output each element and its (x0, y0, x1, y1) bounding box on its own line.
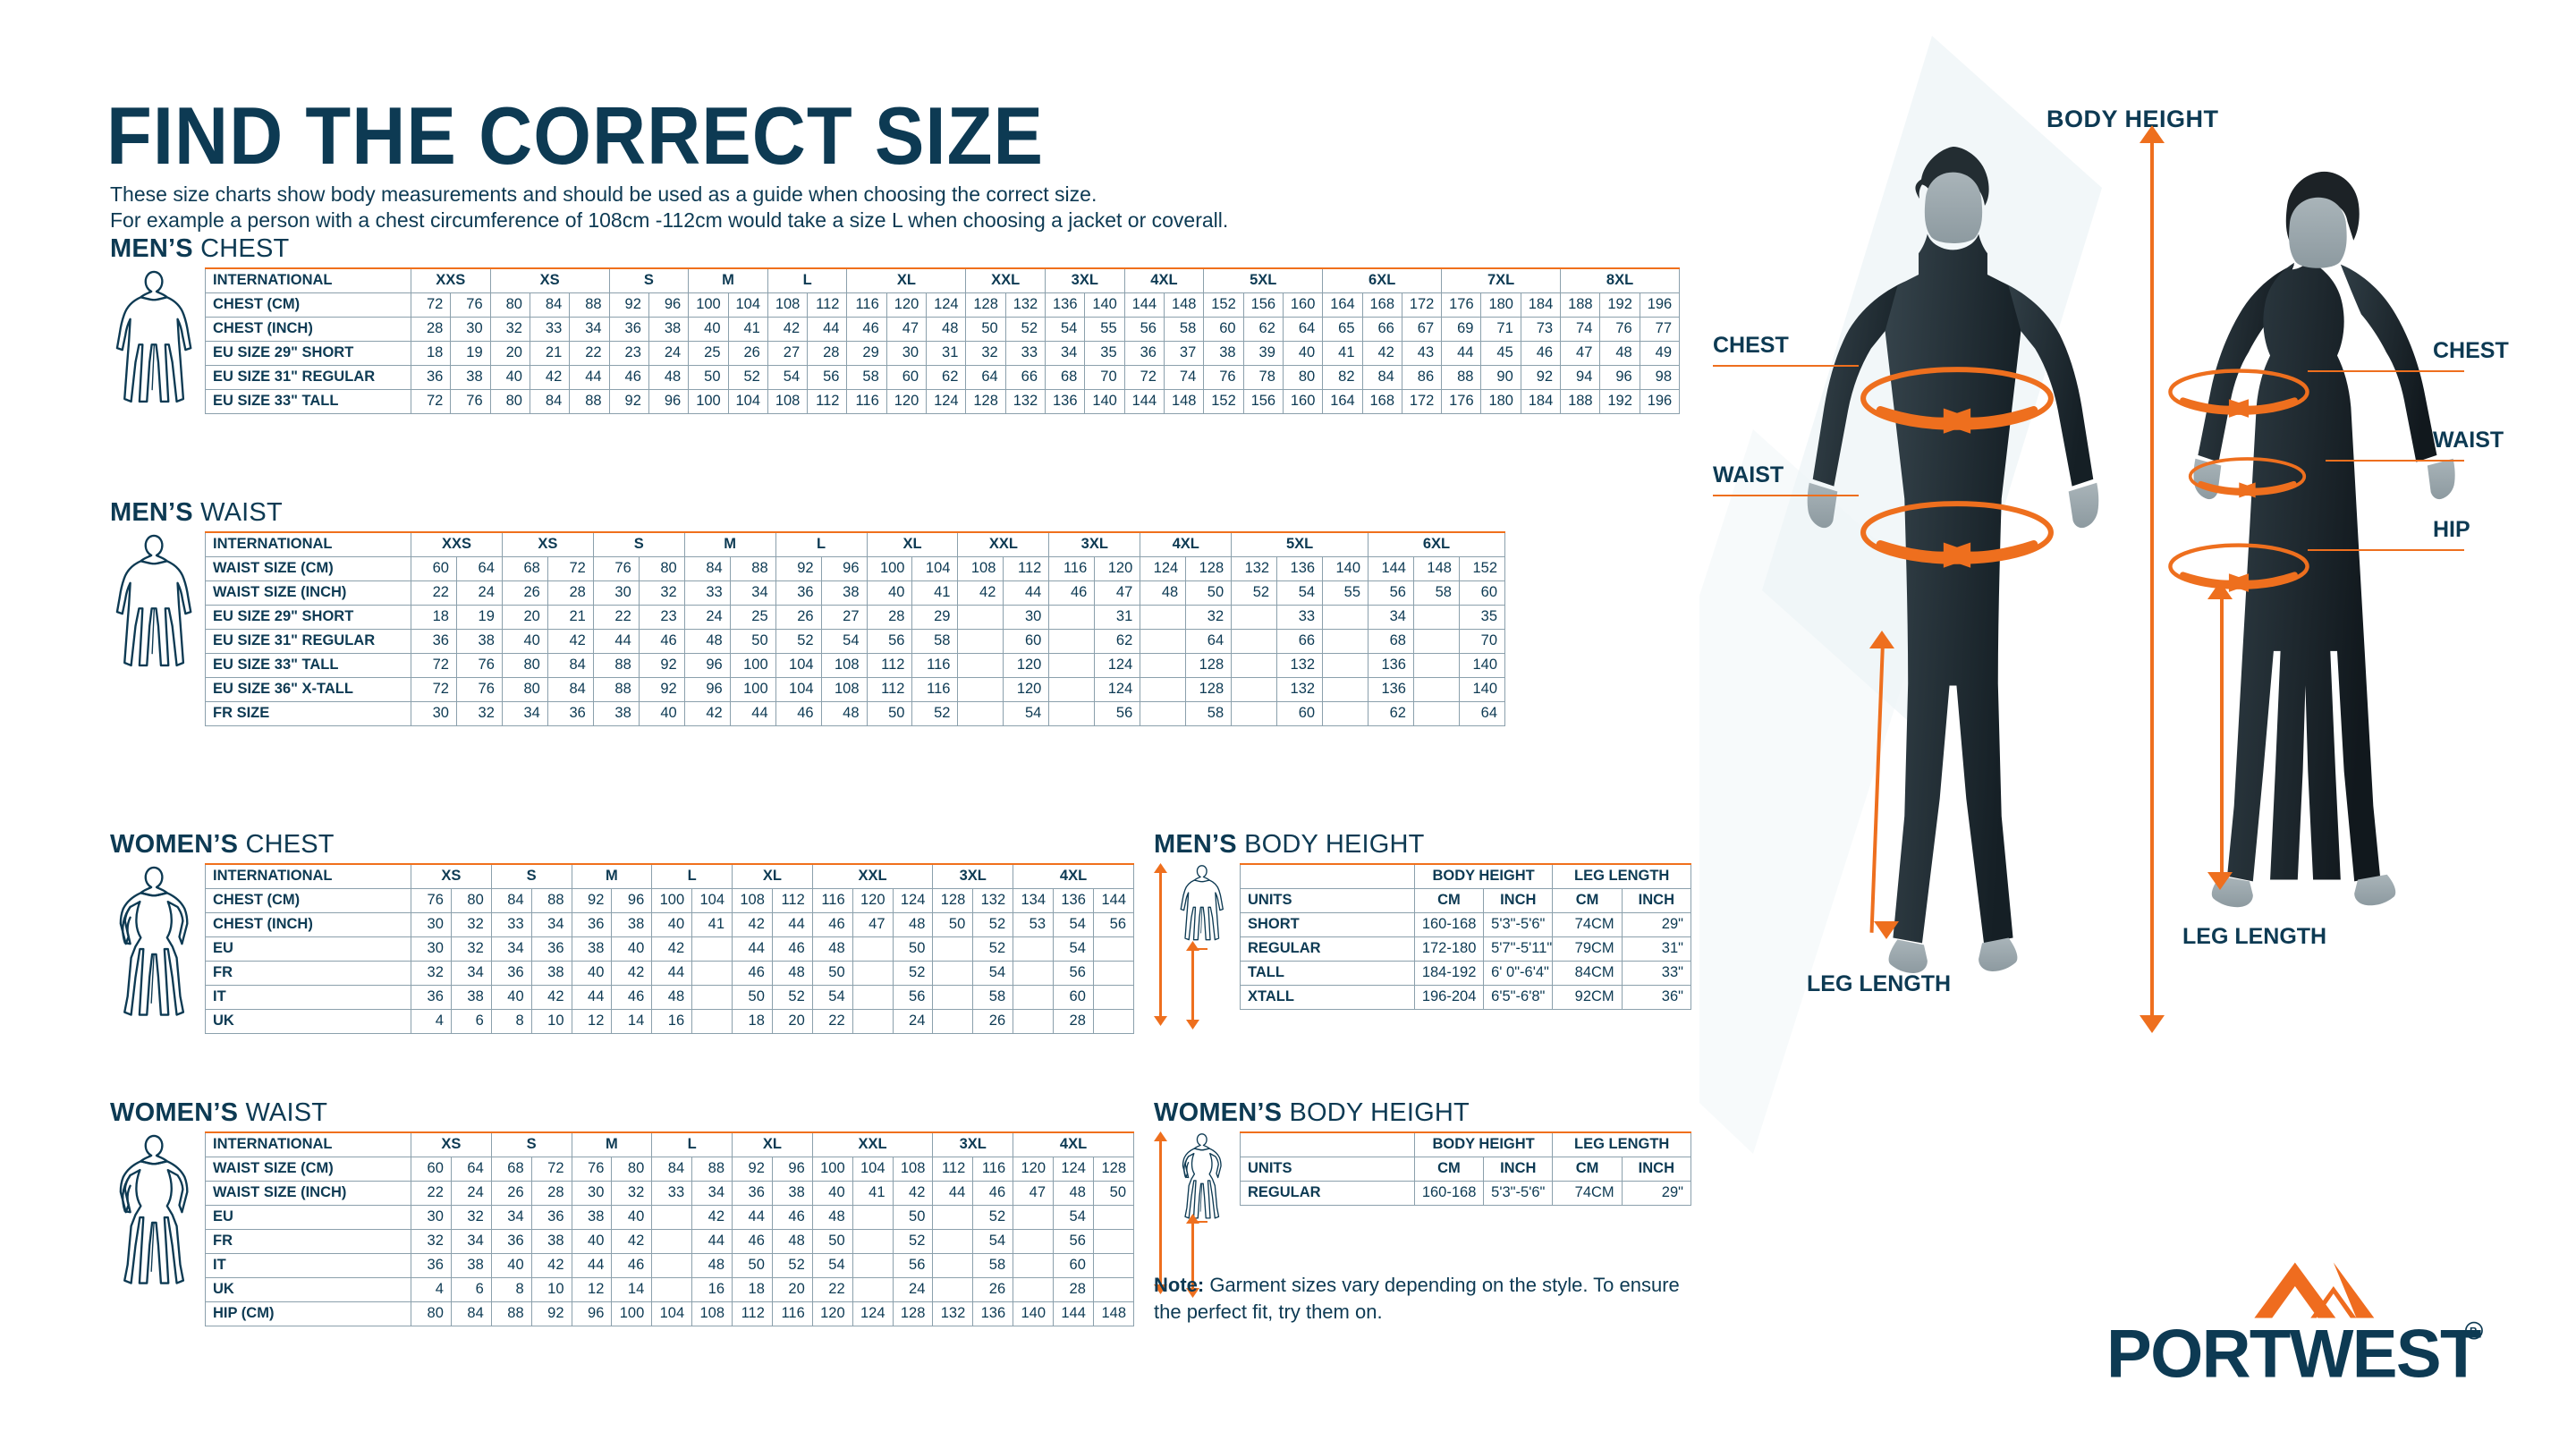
svg-text:R: R (2470, 1327, 2478, 1338)
svg-text:PORTWEST: PORTWEST (2106, 1317, 2481, 1388)
